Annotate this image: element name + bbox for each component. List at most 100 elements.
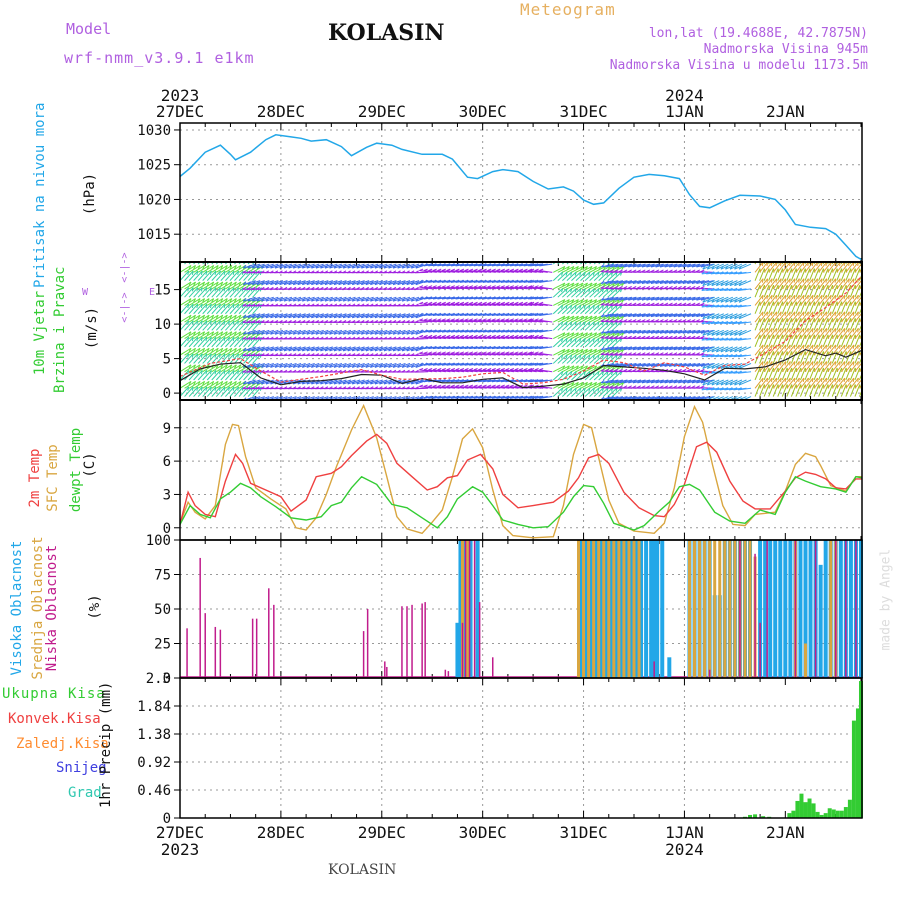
wind-arrow-head	[374, 303, 379, 307]
wind-arrow-head	[482, 301, 487, 305]
wind-arrow-head	[237, 386, 240, 391]
wind-arrow	[464, 369, 478, 373]
wind-arrow-head	[397, 347, 401, 352]
wind-arrow	[206, 298, 219, 306]
wind-arrow-head	[188, 254, 189, 258]
wind-arrow-head	[437, 318, 442, 321]
wind-arrow-head	[197, 265, 201, 270]
wind-arrow-head	[287, 270, 292, 274]
wind-arrow-head	[251, 286, 256, 290]
wind-arrow-head	[196, 353, 199, 358]
wind-arrow-head	[306, 347, 310, 352]
wind-arrow-head	[224, 348, 228, 352]
wind-arrow	[180, 331, 192, 340]
wind-arrow-head	[320, 364, 324, 368]
wind-arrow-head	[539, 301, 544, 305]
wind-arrow-head	[379, 380, 383, 385]
wind-arrow	[464, 352, 478, 356]
wind-arrow	[234, 364, 246, 373]
wind-arrow-head	[196, 270, 199, 275]
wind-arrow-head	[219, 386, 221, 391]
wind-arrow-head	[246, 386, 251, 390]
wind-arrow-head	[423, 368, 428, 371]
wind-arrow-head	[319, 336, 324, 340]
wind-arrow-head	[500, 285, 505, 288]
wind-arrow	[225, 331, 237, 340]
wind-arrow-head	[242, 380, 247, 385]
wind-arrow	[202, 314, 214, 323]
legend-snow: Snijeg	[56, 760, 107, 776]
wind-arrow	[437, 352, 451, 356]
wind-arrow-head	[283, 336, 288, 340]
wind-arrow	[184, 314, 196, 323]
wind-arrow	[451, 319, 465, 323]
wind-arrow-head	[220, 265, 224, 270]
wind-arrow-head	[473, 279, 478, 283]
wind-arrow-head	[220, 298, 224, 303]
wind-arrow-head	[215, 348, 219, 352]
wind-arrow-head	[206, 348, 210, 352]
wind-arrow-head	[464, 312, 469, 316]
wind-arrow-head	[333, 369, 338, 373]
wind-arrow	[180, 281, 192, 290]
wind-arrow	[441, 352, 455, 356]
wind-arrow-head	[423, 345, 428, 350]
wind-arrow-head	[419, 368, 424, 371]
wind-arrow-head	[329, 347, 333, 352]
wind-arrow-head	[301, 297, 306, 302]
wind-arrow-head	[374, 369, 379, 373]
wind-arrow-head	[333, 320, 338, 323]
wind-arrow-head	[482, 351, 487, 354]
wind-arrow-head	[256, 286, 260, 290]
wind-arrow-head	[278, 286, 283, 290]
wind-arrow-head	[469, 351, 474, 354]
wind-arrow-head	[780, 278, 782, 283]
wind-arrow-head	[468, 362, 473, 366]
wind-arrow-head	[562, 255, 563, 259]
wind-arrow-head	[215, 254, 216, 258]
wind-arrow	[455, 303, 469, 306]
wind-arrow-head	[441, 285, 446, 288]
wind-arrow-head	[342, 364, 347, 368]
wind-arrow-head	[364, 336, 369, 340]
wind-arrow-head	[419, 345, 423, 350]
wind-arrow-head	[388, 281, 392, 285]
y-tick-label: 0	[163, 386, 171, 402]
wind-arrow-head	[311, 331, 315, 335]
y-tick-label: 10	[154, 317, 171, 333]
wind-arrow	[184, 347, 196, 356]
wind-arrow-head	[315, 303, 320, 307]
wind-arrow	[188, 320, 199, 331]
wind-arrow-head	[324, 314, 329, 319]
wind-arrow-head	[333, 297, 338, 302]
wind-arrow-head	[338, 297, 342, 302]
wind-arrow	[229, 303, 240, 315]
wind-arrow-head	[338, 347, 342, 352]
wind-arrow-head	[419, 268, 424, 272]
wind-arrow-head	[509, 268, 515, 272]
wind-arrow	[482, 303, 496, 306]
wind-arrow-head	[238, 381, 242, 386]
wind-arrow-head	[392, 270, 397, 274]
wind-arrow-head	[374, 270, 379, 274]
wind-arrow-head	[351, 281, 356, 285]
wind-arrow-head	[437, 362, 442, 366]
wind-arrow-head	[450, 379, 455, 383]
wind-arrow-head	[342, 347, 347, 352]
wind-arrow	[225, 298, 237, 306]
wind-arrow-head	[356, 264, 360, 269]
wind-arrow	[419, 369, 433, 373]
wind-arrow	[193, 270, 203, 281]
wind-arrow-head	[374, 336, 379, 340]
wind-arrow-head	[310, 386, 315, 390]
wind-arrow-head	[766, 344, 769, 349]
wind-arrow-head	[534, 285, 539, 288]
wind-arrow	[215, 369, 226, 381]
wind-arrow-head	[351, 364, 356, 368]
wind-arrow-head	[487, 285, 492, 288]
wind-arrow-head	[355, 270, 360, 274]
wind-arrow	[432, 385, 446, 389]
wind-arrow-head	[296, 286, 301, 290]
wind-arrow-head	[324, 286, 329, 290]
wind-arrow-head	[224, 298, 228, 303]
